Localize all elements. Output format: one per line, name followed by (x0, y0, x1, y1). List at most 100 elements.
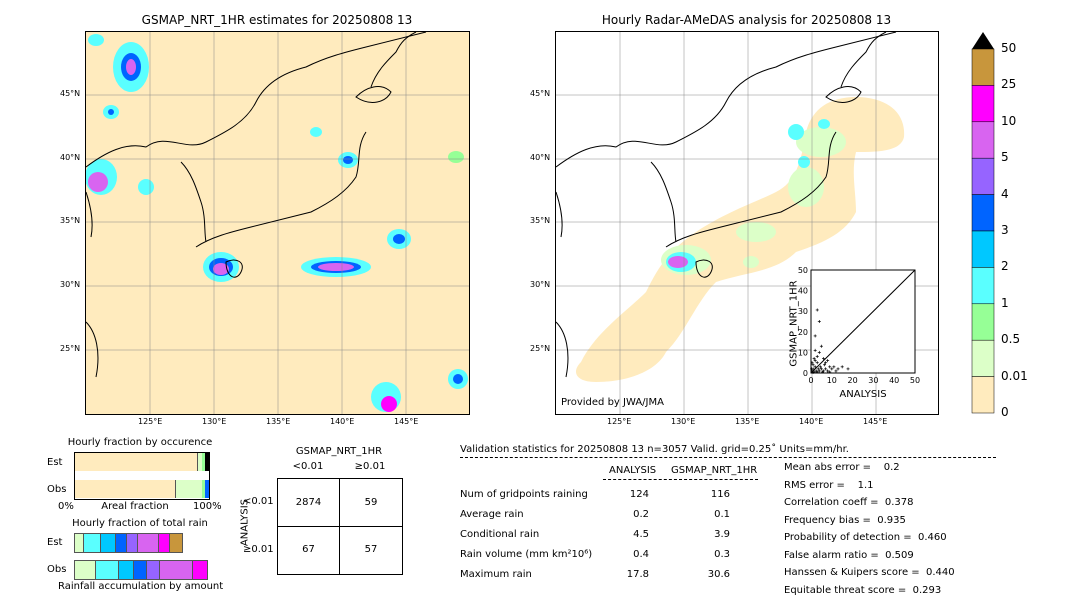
validation-row-analysis: 4.5 (633, 529, 649, 540)
y-tick-label: 30 (798, 307, 808, 316)
occurrence-obs-label: Obs (47, 484, 67, 495)
scatter-point (836, 367, 840, 371)
colorbar: 50 25 10 5 4 3 2 1 0.5 0.01 0 (965, 30, 1045, 419)
scatter-point (828, 370, 832, 374)
occurrence-obs-bar (205, 480, 209, 498)
map-left-grid (86, 32, 469, 414)
scatter-point (828, 365, 832, 369)
scatter-point (826, 369, 830, 373)
lon-tick: 140°E (799, 417, 824, 426)
validation-row-gsmap: 0.1 (714, 509, 730, 520)
validation-row-gsmap: 30.6 (707, 569, 730, 580)
scatter-point (826, 359, 830, 363)
validation-score: Mean abs error = 0.2 (784, 462, 900, 473)
scatter-point (815, 308, 819, 312)
validation-row-label: Conditional rain (460, 529, 540, 540)
scatter-point (815, 370, 819, 374)
colorbar-segment (971, 267, 995, 305)
scatter-point (821, 369, 825, 373)
validation-row-analysis: 0.2 (633, 509, 649, 520)
contingency-table: 2874 59 67 57 (277, 478, 403, 575)
lon-tick: 140°E (330, 417, 355, 426)
occurrence-est-bar (75, 453, 198, 471)
validation-row-label: Rain volume (mm km²10⁶) (460, 549, 593, 560)
occurrence-est-bar (198, 453, 202, 471)
validation-row-gsmap: 116 (710, 489, 730, 500)
lat-tick: 40°N (60, 153, 81, 162)
scatter-point (811, 363, 815, 367)
validation-score: Correlation coeff = 0.378 (784, 497, 914, 508)
scatter-point (818, 365, 822, 369)
validation-col-divider (603, 479, 758, 480)
colorbar-segment (971, 85, 995, 123)
colorbar-label: 0 (1001, 405, 1009, 419)
validation-row-analysis: 124 (629, 489, 649, 500)
total-est-label: Est (47, 537, 63, 548)
scatter-point (816, 367, 820, 371)
validation-row-analysis: 0.4 (633, 549, 649, 560)
x-tick-label: 10 (827, 376, 837, 385)
occurrence-chart (74, 452, 210, 500)
occurrence-est-bar (202, 453, 205, 471)
lat-tick: 45°N (60, 89, 81, 98)
lat-tick: 40°N (530, 153, 551, 162)
scatter-point (821, 357, 825, 361)
contingency-col-label: <0.01 (292, 461, 324, 472)
lon-tick: 135°E (266, 417, 291, 426)
contingency-cell: 57 (364, 544, 378, 555)
map-left-title: GSMAP_NRT_1HR estimates for 20250808 13 (141, 13, 413, 27)
colorbar-label: 10 (1001, 113, 1017, 128)
scatter-point (846, 367, 850, 371)
colorbar-label: 4 (1001, 186, 1009, 201)
validation-col-analysis: ANALYSIS (609, 465, 657, 476)
occurrence-est-bar (205, 453, 209, 471)
colorbar-segment (971, 303, 995, 341)
contingency-row-label: ≥0.01 (243, 544, 274, 555)
scatter-point (813, 334, 817, 338)
scatter-point (817, 320, 821, 323)
scatter-point (834, 369, 838, 373)
contingency-row-label: <0.01 (243, 496, 274, 507)
colorbar-label: 3 (1001, 223, 1009, 237)
scatter-point (832, 365, 836, 369)
colorbar-label: 50 (1001, 41, 1017, 55)
validation-score: False alarm ratio = 0.509 (784, 549, 914, 561)
scatter-point (823, 363, 827, 367)
lat-tick: 25°N (60, 344, 81, 353)
occurrence-xlabel-mid: Areal fraction (101, 501, 169, 512)
y-tick-label: 10 (798, 348, 808, 357)
occurrence-xlabel-left: 0% (58, 501, 74, 512)
map-right-coastlines (556, 32, 897, 378)
x-tick-label: 50 (910, 376, 920, 385)
map-left (85, 31, 470, 415)
validation-header: Validation statistics for 20250808 13 n=… (460, 444, 849, 455)
scatter-point (824, 361, 828, 365)
scatter-point (815, 355, 819, 359)
diagonal-line (810, 269, 916, 374)
scatter-point (813, 359, 817, 363)
colorbar-segment (971, 157, 995, 195)
scatter-point (830, 367, 834, 371)
scatter-xlabel: ANALYSIS (839, 389, 887, 400)
validation-score: Frequency bias = 0.935 (784, 514, 906, 526)
validation-row-gsmap: 3.9 (714, 529, 730, 540)
contingency-cell: 2874 (295, 497, 322, 508)
scatter-point (819, 344, 823, 348)
colorbar-segment (971, 194, 995, 232)
lon-tick: 130°E (671, 417, 696, 426)
occurrence-obs-bar (176, 480, 202, 498)
total-title: Hourly fraction of total rain (72, 518, 208, 529)
validation-row-label: Average rain (460, 509, 524, 520)
scatter-plot: 0 10 20 30 40 50 0 10 20 30 40 50 (798, 266, 920, 385)
lat-tick: 30°N (60, 280, 81, 289)
x-tick-label: 20 (848, 376, 858, 385)
lat-tick: 45°N (530, 89, 551, 98)
map-left-coastlines (86, 32, 427, 378)
scatter-point (810, 361, 814, 365)
scatter-point (811, 370, 815, 374)
lat-tick: 30°N (530, 280, 551, 289)
validation-score: RMS error = 1.1 (784, 479, 874, 491)
colorbar-segment (971, 339, 995, 377)
colorbar-label: 5 (1001, 150, 1009, 165)
colorbar-segment (971, 376, 995, 414)
